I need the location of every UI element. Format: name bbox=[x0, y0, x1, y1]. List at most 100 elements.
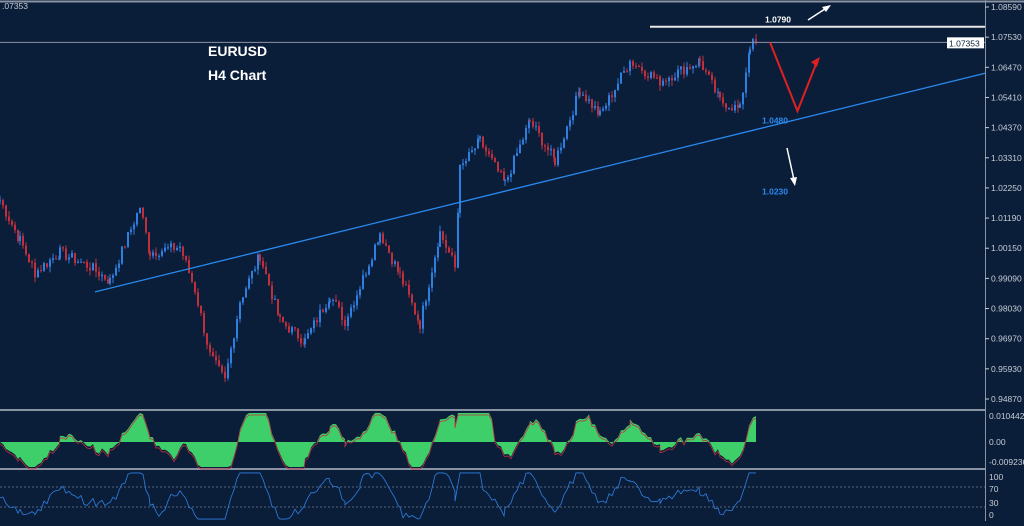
candle-body bbox=[474, 148, 476, 151]
candle-body bbox=[182, 246, 184, 256]
candle-body bbox=[359, 289, 361, 291]
candle-body bbox=[535, 126, 537, 128]
candle-body bbox=[451, 252, 453, 256]
candle-body bbox=[491, 154, 493, 159]
candle-body bbox=[282, 316, 284, 323]
candle-body bbox=[544, 145, 546, 147]
candle-body bbox=[316, 320, 318, 323]
candle-body bbox=[516, 153, 518, 156]
rsi-line bbox=[0, 472, 756, 520]
candle-body bbox=[112, 275, 114, 278]
candle-body bbox=[538, 126, 540, 133]
candle-body bbox=[142, 207, 144, 218]
candle-body bbox=[353, 305, 355, 308]
candle-body bbox=[374, 244, 376, 260]
down-arrow-head-icon bbox=[790, 177, 797, 186]
candle-body bbox=[391, 252, 393, 264]
candle-body bbox=[65, 248, 67, 260]
candle-body bbox=[494, 158, 496, 162]
candle-body bbox=[507, 176, 509, 181]
candle-body bbox=[86, 261, 88, 268]
candle-body bbox=[563, 138, 565, 148]
candle-body bbox=[749, 48, 751, 54]
candle-body bbox=[623, 71, 625, 73]
candle-body bbox=[695, 66, 697, 68]
candle-body bbox=[588, 99, 590, 101]
candle-body bbox=[692, 66, 694, 69]
candle-body bbox=[668, 77, 670, 82]
candle-body bbox=[597, 106, 599, 115]
candle-body bbox=[52, 258, 54, 260]
candle-body bbox=[203, 313, 205, 334]
candle-body bbox=[368, 266, 370, 275]
candle-body bbox=[291, 327, 293, 333]
candle-body bbox=[635, 65, 637, 67]
candle-body bbox=[221, 365, 223, 372]
candle-body bbox=[209, 344, 211, 353]
candle-body bbox=[251, 270, 253, 279]
candle-body bbox=[674, 77, 676, 81]
candle-body bbox=[285, 322, 287, 327]
y-tick-label: 1.08590 bbox=[991, 2, 1022, 12]
candle-body bbox=[124, 246, 126, 248]
arrow-head-icon bbox=[811, 57, 820, 67]
candle-body bbox=[550, 148, 552, 151]
oscillator-tick-label: 0.00 bbox=[989, 437, 1006, 447]
y-tick-label: 1.00150 bbox=[991, 243, 1022, 253]
candle-body bbox=[139, 207, 141, 213]
candle-body bbox=[408, 284, 410, 295]
candle-body bbox=[46, 263, 48, 267]
candle-body bbox=[641, 66, 643, 71]
candle-body bbox=[304, 338, 306, 345]
oscillator-histogram bbox=[0, 413, 756, 467]
candle-body bbox=[632, 61, 634, 66]
y-tick-label: 1.03310 bbox=[991, 153, 1022, 163]
candle-body bbox=[557, 150, 559, 165]
candle-body bbox=[734, 104, 736, 111]
candle-body bbox=[617, 83, 619, 90]
candle-body bbox=[155, 252, 157, 256]
candle-body bbox=[599, 110, 601, 115]
up-arrow-head-icon bbox=[822, 5, 831, 12]
candle-body bbox=[245, 288, 247, 298]
candle-body bbox=[671, 77, 673, 81]
candle-body bbox=[431, 272, 433, 288]
candle-body bbox=[185, 255, 187, 260]
candle-body bbox=[647, 76, 649, 79]
candle-body bbox=[702, 61, 704, 71]
candle-body bbox=[80, 261, 82, 263]
y-tick-label: 0.94870 bbox=[991, 394, 1022, 404]
y-tick-label: 0.95930 bbox=[991, 364, 1022, 374]
candle-body bbox=[149, 252, 151, 256]
candle-body bbox=[130, 229, 132, 233]
candle-body bbox=[417, 314, 419, 321]
candle-body bbox=[488, 151, 490, 155]
candle-body bbox=[92, 263, 94, 271]
candle-body bbox=[591, 99, 593, 109]
candle-body bbox=[414, 302, 416, 315]
candle-body bbox=[11, 221, 13, 225]
candle-body bbox=[230, 348, 232, 364]
candle-body bbox=[394, 261, 396, 264]
candle-body bbox=[145, 217, 147, 233]
candle-body bbox=[242, 297, 244, 303]
candle-body bbox=[510, 173, 512, 177]
candle-body bbox=[89, 267, 91, 271]
candle-body bbox=[477, 138, 479, 149]
chart-subtitle: H4 Chart bbox=[208, 67, 267, 83]
candle-body bbox=[665, 80, 667, 82]
candle-body bbox=[338, 301, 340, 307]
candle-body bbox=[614, 89, 616, 98]
y-tick-label: 1.01190 bbox=[991, 213, 1021, 223]
candle-body bbox=[218, 360, 220, 366]
candle-body bbox=[585, 94, 587, 101]
candle-body bbox=[714, 79, 716, 93]
candle-body bbox=[626, 71, 628, 73]
candle-body bbox=[745, 72, 747, 93]
candle-body bbox=[388, 245, 390, 253]
candle-body bbox=[297, 328, 299, 339]
candle-body bbox=[439, 231, 441, 247]
candle-body bbox=[602, 108, 604, 111]
